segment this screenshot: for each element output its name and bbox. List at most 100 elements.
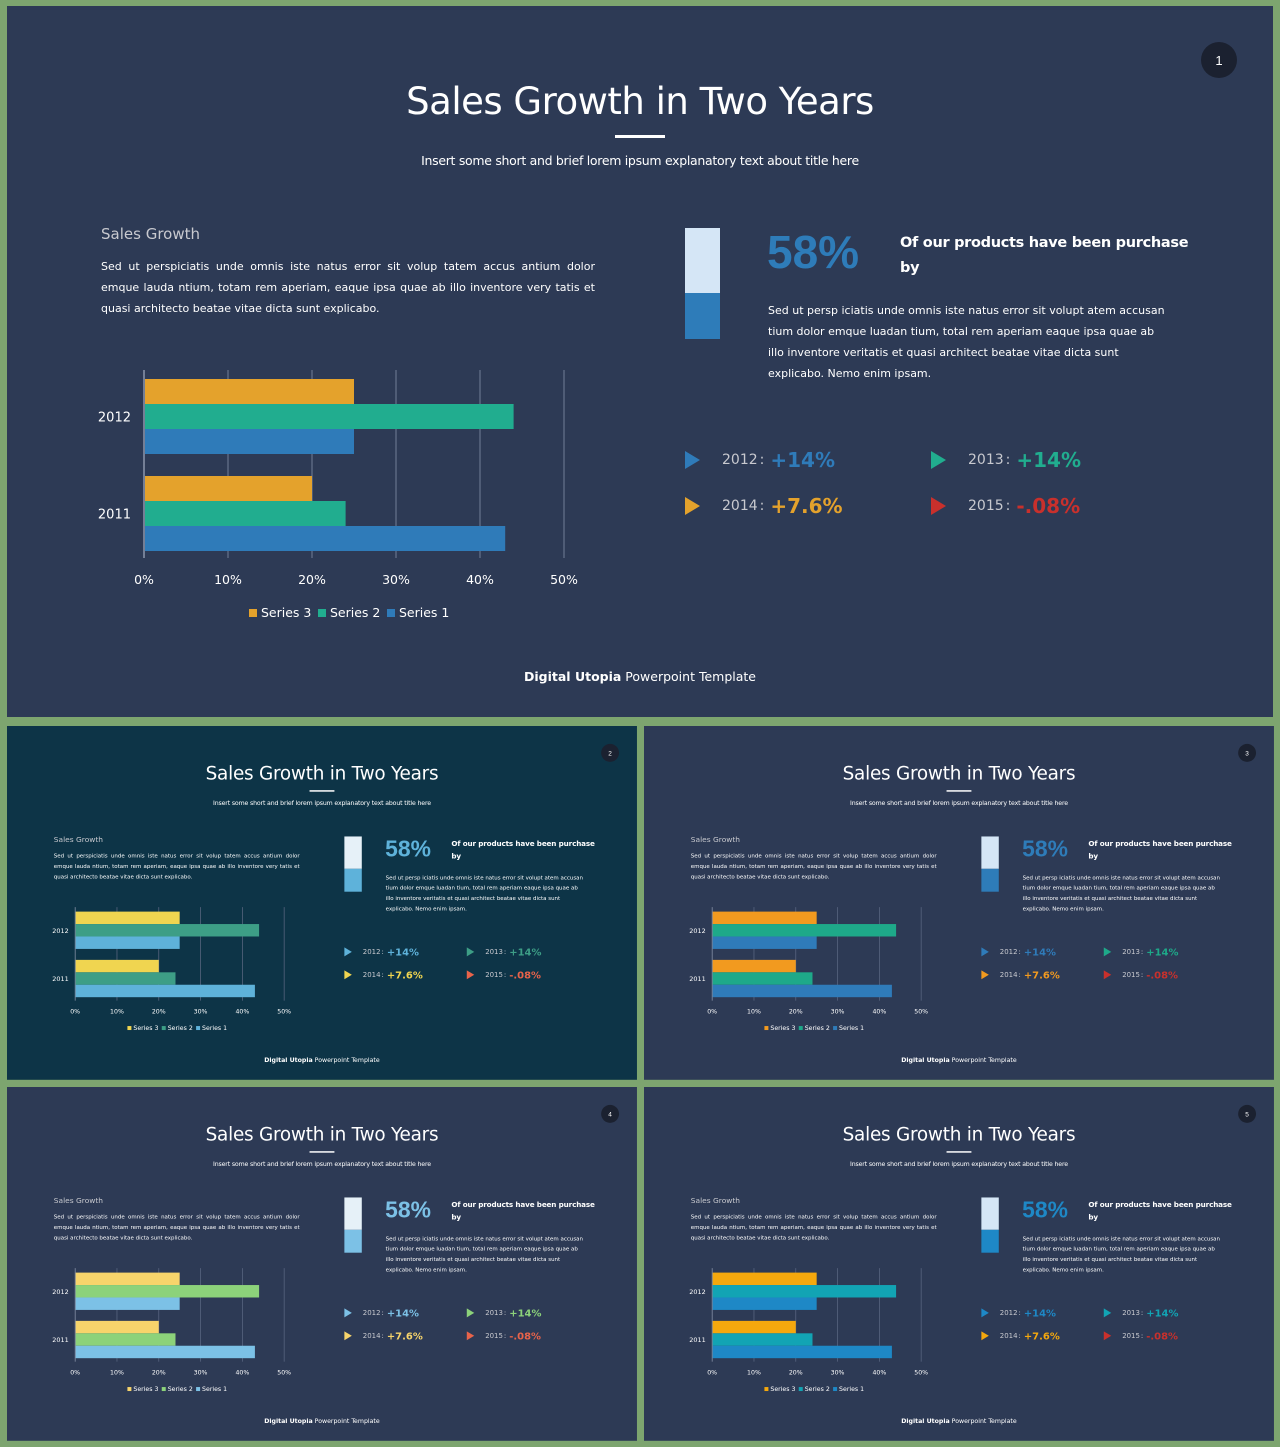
title-underline [309, 1151, 335, 1153]
triangle-icon [931, 451, 946, 469]
stat-item: 2012: +14% [344, 945, 419, 959]
page-number-badge: 3 [1238, 743, 1257, 762]
stat-year: 2013 [968, 452, 1004, 468]
stat-item: 2014: +7.6% [344, 968, 423, 982]
legend-swatch [798, 1387, 803, 1392]
legend-swatch [764, 1387, 769, 1392]
stat-item: 2012: +14% [685, 446, 835, 474]
page-number-badge: 5 [1238, 1104, 1257, 1123]
slide-1[interactable]: 1 Sales Growth in Two Years Insert some … [7, 6, 1273, 717]
big-percent-value: 58% [385, 1196, 431, 1223]
y-tick-label: 2011 [689, 975, 705, 983]
stat-year: 2015 [485, 970, 503, 979]
stat-value: +14% [770, 448, 835, 472]
bar-series-2-2011 [712, 1333, 813, 1346]
footer-text: Digital Utopia Powerpoint Template [7, 1417, 637, 1424]
stat-year: 2015 [1122, 1331, 1140, 1340]
y-tick-label: 2012 [52, 1288, 68, 1296]
stat-item: 2013: +14% [466, 945, 541, 959]
footer-text: Digital Utopia Powerpoint Template [7, 669, 1273, 684]
bar-series-3-2012 [145, 379, 354, 404]
stat-colon: : [1018, 970, 1021, 979]
bar-series-1-2012 [75, 936, 180, 949]
slide-2[interactable]: 2 Sales Growth in Two Years Insert some … [7, 726, 637, 1080]
x-tick-label: 0% [134, 572, 154, 587]
stat-colon: : [503, 1308, 507, 1317]
slide-title: Sales Growth in Two Years [842, 762, 1076, 785]
stat-value: +14% [386, 945, 420, 958]
legend-label: Series 1 [202, 1025, 227, 1032]
gauge-filled-part [344, 868, 362, 892]
bar-series-1-2012 [712, 936, 817, 949]
stat-colon: : [1140, 1308, 1144, 1317]
x-tick-label: 20% [152, 1009, 166, 1016]
stat-colon: : [503, 970, 507, 979]
stat-year: 2015 [968, 498, 1004, 514]
y-tick-label: 2011 [52, 975, 68, 983]
stat-item: 2015: -.08% [931, 492, 1080, 520]
slide-4[interactable]: 4 Sales Growth in Two Years Insert some … [7, 1087, 637, 1441]
stat-year: 2014 [362, 1331, 381, 1340]
stat-value: +7.6% [1023, 1329, 1060, 1342]
legend-swatch [833, 1026, 838, 1031]
stat-value: +7.6% [386, 1329, 423, 1342]
bar-series-3-2012 [712, 911, 817, 925]
bar-series-3-2011 [712, 1320, 796, 1334]
stat-value: -.08% [1146, 1329, 1178, 1342]
footer-rest: Powerpoint Template [621, 669, 756, 684]
bar-series-1-2011 [712, 1345, 892, 1359]
big-percent-body-text: Sed ut persp iciatis unde omnis iste nat… [385, 874, 583, 913]
stat-colon: : [381, 970, 384, 979]
slide-3[interactable]: 3 Sales Growth in Two Years Insert some … [644, 726, 1274, 1080]
x-tick-label: 40% [466, 572, 494, 587]
big-percent-caption: Of our products have been purchase by [1088, 1200, 1232, 1222]
stat-item: 2012: +14% [344, 1306, 419, 1320]
slide-title: Sales Growth in Two Years [205, 1123, 439, 1146]
big-percent-body-text: Sed ut persp iciatis unde omnis iste nat… [1022, 874, 1220, 913]
stat-year: 2014 [362, 970, 381, 979]
legend-swatch [127, 1026, 132, 1031]
triangle-icon [1103, 1331, 1112, 1341]
section-heading: Sales Growth [53, 834, 104, 844]
x-tick-label: 30% [194, 1370, 208, 1377]
stat-item: 2014: +7.6% [344, 1329, 423, 1343]
slide-subtitle: Insert some short and brief lorem ipsum … [850, 1160, 1068, 1168]
stat-colon: : [1140, 970, 1144, 979]
gauge-empty-part [981, 836, 999, 869]
title-underline [946, 790, 972, 792]
stat-item: 2013: +14% [931, 446, 1081, 474]
stat-item: 2012: +14% [981, 945, 1056, 959]
legend-label: Series 2 [168, 1386, 193, 1393]
x-tick-label: 40% [235, 1009, 249, 1016]
stat-value: +14% [1146, 945, 1179, 958]
x-tick-label: 0% [70, 1370, 80, 1377]
stat-item: 2013: +14% [1103, 945, 1179, 959]
stat-year: 2012 [362, 947, 381, 956]
legend-swatch [161, 1387, 166, 1392]
percent-gauge [685, 228, 720, 339]
x-tick-label: 30% [382, 572, 410, 587]
legend-label: Series 2 [805, 1386, 830, 1393]
slide-subtitle: Insert some short and brief lorem ipsum … [850, 799, 1068, 807]
big-percent-body-text: Sed ut persp iciatis unde omnis iste nat… [385, 1235, 583, 1274]
section-body-text: Sed ut perspiciatis unde omnis iste natu… [53, 1213, 300, 1241]
x-tick-label: 40% [235, 1370, 249, 1377]
x-tick-label: 10% [110, 1370, 124, 1377]
bar-series-3-2011 [75, 959, 159, 973]
x-tick-label: 40% [872, 1009, 886, 1016]
legend-label: Series 3 [770, 1025, 795, 1032]
section-heading: Sales Growth [690, 834, 741, 844]
bar-series-2-2012 [145, 404, 514, 429]
stat-item: 2015: -.08% [1103, 1329, 1178, 1343]
triangle-icon [981, 1308, 989, 1318]
percent-gauge [981, 836, 999, 892]
slide-5[interactable]: 5 Sales Growth in Two Years Insert some … [644, 1087, 1274, 1441]
x-tick-label: 50% [914, 1009, 928, 1016]
gauge-filled-part [981, 868, 999, 892]
stat-item: 2015: -.08% [466, 1329, 541, 1343]
y-tick-label: 2012 [689, 1288, 705, 1296]
stat-colon: : [1005, 498, 1011, 514]
slide-subtitle: Insert some short and brief lorem ipsum … [213, 799, 431, 807]
y-tick-label: 2012 [98, 411, 131, 426]
legend-label: Series 2 [805, 1025, 830, 1032]
